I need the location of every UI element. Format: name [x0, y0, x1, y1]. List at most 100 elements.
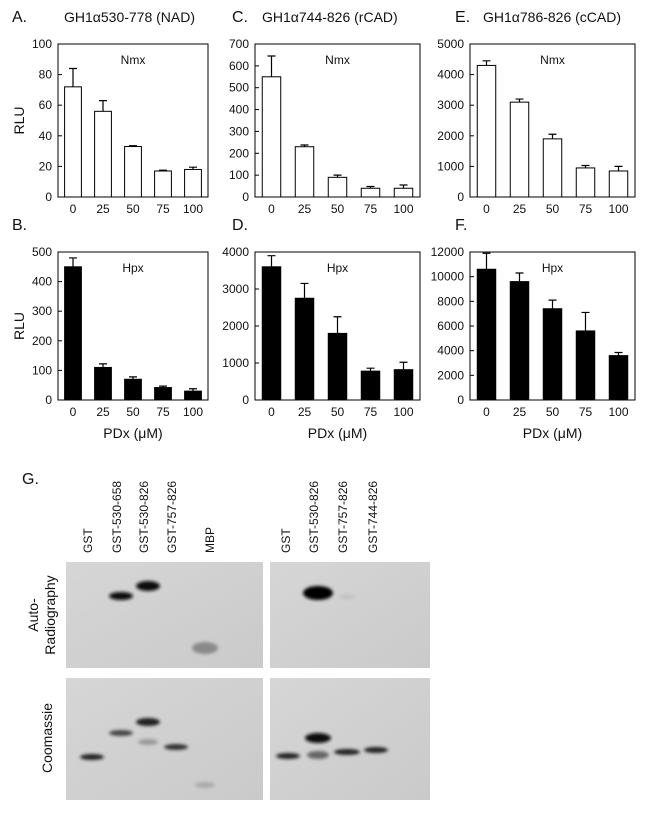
bar [261, 266, 282, 401]
bar [542, 308, 563, 401]
error-bar [267, 55, 276, 77]
y-tick-label: 8000 [437, 294, 464, 308]
x-tick-label: 100 [183, 405, 203, 419]
y-tick-label: 400 [32, 275, 52, 289]
y-tick-label: 80 [39, 68, 53, 82]
lane-label: MBP [203, 527, 217, 553]
y-tick-label: 2000 [437, 368, 464, 382]
error-bar [548, 299, 557, 309]
bar [542, 138, 563, 198]
error-bar [99, 363, 107, 368]
bar [575, 167, 596, 198]
lane-label: GST-744-826 [366, 481, 380, 553]
error-bar [99, 100, 107, 112]
bar [393, 187, 414, 198]
x-tick-label: 100 [608, 202, 628, 216]
error-bar [366, 185, 375, 189]
row-label: Radiography [42, 575, 58, 654]
annotation: Hpx [122, 261, 143, 275]
error-bar [515, 272, 524, 282]
bar [154, 170, 172, 198]
x-tick-label: 25 [298, 405, 312, 419]
error-bar [614, 165, 623, 171]
annotation: Nmx [325, 53, 350, 67]
error-bar [581, 311, 590, 331]
y-tick-label: 0 [45, 190, 52, 204]
bar [360, 370, 381, 401]
x-tick-label: 0 [268, 202, 275, 216]
y-tick-label: 0 [242, 190, 249, 204]
lane-label: GST-530-826 [137, 481, 151, 553]
y-tick-label: 4000 [437, 344, 464, 358]
bar [360, 187, 381, 198]
plot-frame [469, 43, 636, 198]
bar [124, 378, 142, 401]
lane-label: GST [279, 528, 293, 553]
y-tick-label: 2000 [222, 319, 249, 333]
bar [509, 101, 530, 198]
x-tick-label: 75 [579, 405, 593, 419]
error-bar [300, 144, 309, 147]
bar [184, 390, 202, 401]
y-axis-label: RLU [11, 106, 27, 134]
bar [64, 266, 82, 401]
error-bar [482, 252, 491, 270]
annotation: Nmx [121, 53, 146, 67]
gel-image [66, 678, 263, 800]
y-tick-label: 20 [39, 159, 53, 173]
bar [509, 281, 530, 401]
y-tick-label: 60 [39, 98, 53, 112]
panel-label: D. [232, 217, 248, 234]
error-bar [189, 388, 197, 392]
x-tick-label: 50 [546, 202, 560, 216]
x-tick-label: 50 [126, 405, 140, 419]
x-tick-label: 100 [608, 405, 628, 419]
error-bar [267, 255, 276, 267]
y-tick-label: 100 [32, 37, 52, 51]
lane-label: GST-757-826 [336, 481, 350, 553]
bar [476, 64, 497, 198]
x-tick-label: 100 [393, 405, 413, 419]
y-tick-label: 0 [242, 393, 249, 407]
bar [476, 268, 497, 401]
x-tick-label: 75 [364, 202, 378, 216]
x-tick-label: 0 [483, 405, 490, 419]
error-bar [300, 282, 309, 299]
y-tick-label: 4000 [437, 68, 464, 82]
plot-frame [254, 251, 421, 401]
x-tick-label: 75 [156, 405, 170, 419]
error-bar [482, 60, 491, 66]
y-tick-label: 500 [32, 245, 52, 259]
error-bar [399, 184, 408, 189]
y-tick-label: 0 [457, 393, 464, 407]
bar [393, 369, 414, 401]
plot-frame [57, 251, 209, 401]
y-tick-label: 2000 [437, 129, 464, 143]
bar [294, 297, 315, 401]
y-tick-label: 700 [229, 37, 249, 51]
bar [94, 110, 112, 198]
plot-frame [57, 43, 209, 198]
gel-image [270, 678, 430, 800]
gel-panel: G. GST GST-530-658 GST-530-826 GST-757-8… [22, 471, 430, 800]
error-bar [515, 98, 524, 103]
x-tick-label: 75 [364, 405, 378, 419]
y-tick-label: 100 [32, 363, 52, 377]
error-bar [614, 351, 623, 356]
y-tick-label: 6000 [437, 319, 464, 333]
gel-image [270, 562, 430, 668]
y-tick-label: 40 [39, 129, 53, 143]
chart-title: GH1α786-826 (cCAD) [483, 9, 621, 25]
bar [94, 366, 112, 401]
y-tick-label: 10000 [431, 270, 465, 284]
y-tick-label: 100 [229, 168, 249, 182]
x-tick-label: 0 [70, 405, 77, 419]
bands [80, 581, 388, 788]
annotation: Hpx [327, 261, 348, 275]
lane-label: GST [81, 528, 95, 553]
lane-label: GST-530-826 [307, 481, 321, 553]
x-tick-label: 50 [546, 405, 560, 419]
y-tick-label: 400 [229, 103, 249, 117]
y-tick-label: 12000 [431, 245, 465, 259]
